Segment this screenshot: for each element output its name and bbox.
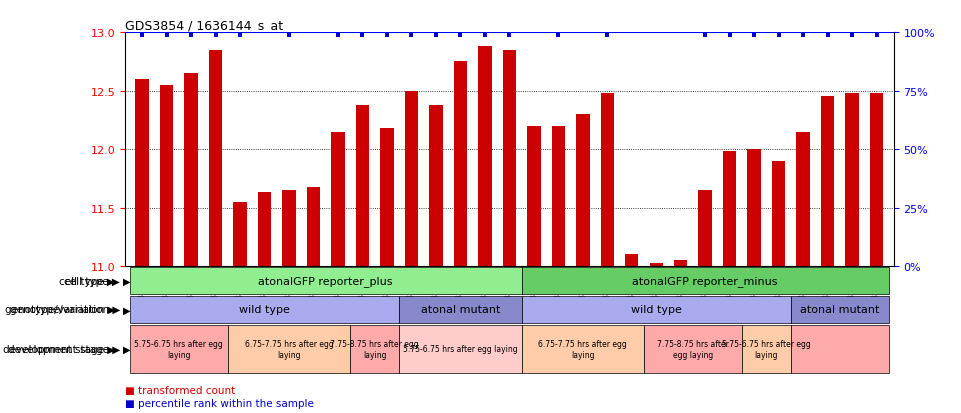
- Bar: [136, 80, 149, 266]
- Text: 5.75-6.75 hrs after egg laying: 5.75-6.75 hrs after egg laying: [403, 344, 518, 354]
- Bar: [258, 193, 271, 266]
- Text: ▶: ▶: [123, 305, 131, 315]
- Bar: [601, 94, 614, 266]
- Bar: [791, 296, 889, 324]
- Bar: [399, 296, 522, 324]
- Text: 7.75-8.75 hrs after egg
laying: 7.75-8.75 hrs after egg laying: [331, 339, 419, 358]
- Bar: [405, 91, 418, 266]
- Bar: [130, 267, 522, 295]
- Bar: [160, 85, 173, 266]
- Bar: [742, 325, 791, 373]
- Text: ■ transformed count: ■ transformed count: [125, 385, 235, 395]
- Bar: [185, 74, 198, 266]
- Bar: [748, 150, 761, 266]
- Bar: [723, 152, 736, 266]
- Bar: [130, 325, 228, 373]
- Text: wild type: wild type: [239, 305, 290, 315]
- Bar: [228, 325, 350, 373]
- Text: 5.75-6.75 hrs after egg
laying: 5.75-6.75 hrs after egg laying: [135, 339, 223, 358]
- Text: GDS3854 / 1636144_s_at: GDS3854 / 1636144_s_at: [125, 19, 283, 32]
- Text: 5.75-6.75 hrs after egg
laying: 5.75-6.75 hrs after egg laying: [722, 339, 811, 358]
- Text: wild type: wild type: [630, 305, 681, 315]
- Bar: [674, 261, 687, 266]
- Bar: [307, 187, 320, 266]
- Bar: [234, 202, 247, 266]
- Bar: [527, 126, 540, 266]
- Bar: [552, 126, 565, 266]
- Bar: [479, 47, 492, 266]
- Text: atonal mutant: atonal mutant: [421, 305, 500, 315]
- Bar: [356, 105, 369, 266]
- Text: genotype/variation ▶: genotype/variation ▶: [10, 305, 120, 315]
- Text: 6.75-7.75 hrs after egg
laying: 6.75-7.75 hrs after egg laying: [538, 339, 628, 358]
- Text: 7.75-8.75 hrs after
egg laying: 7.75-8.75 hrs after egg laying: [657, 339, 728, 358]
- Bar: [503, 50, 516, 266]
- Bar: [821, 97, 834, 266]
- Bar: [625, 255, 638, 266]
- Text: atonalGFP reporter_minus: atonalGFP reporter_minus: [632, 275, 778, 286]
- Text: cell type ▶: cell type ▶: [64, 276, 120, 286]
- Text: development stage ▶: development stage ▶: [8, 344, 120, 354]
- Bar: [522, 325, 644, 373]
- Bar: [283, 190, 296, 266]
- Bar: [522, 267, 889, 295]
- Text: 6.75-7.75 hrs after egg
laying: 6.75-7.75 hrs after egg laying: [245, 339, 333, 358]
- Bar: [130, 296, 399, 324]
- Text: ▶: ▶: [123, 344, 131, 354]
- Bar: [870, 94, 883, 266]
- Bar: [332, 132, 345, 266]
- Bar: [650, 263, 663, 266]
- Bar: [399, 325, 522, 373]
- Bar: [454, 62, 467, 266]
- Bar: [699, 190, 712, 266]
- Text: genotype/variation ▶: genotype/variation ▶: [5, 305, 115, 315]
- Bar: [772, 161, 785, 266]
- Bar: [381, 129, 394, 266]
- Text: cell type ▶: cell type ▶: [60, 276, 115, 286]
- Bar: [644, 325, 742, 373]
- Text: development stage ▶: development stage ▶: [3, 344, 115, 354]
- Bar: [430, 105, 443, 266]
- Bar: [522, 296, 791, 324]
- Bar: [846, 94, 859, 266]
- Text: ▶: ▶: [123, 276, 131, 286]
- Bar: [791, 325, 889, 373]
- Bar: [209, 50, 222, 266]
- Text: ■ percentile rank within the sample: ■ percentile rank within the sample: [125, 398, 314, 408]
- Bar: [576, 115, 589, 266]
- Bar: [350, 325, 399, 373]
- Bar: [797, 132, 810, 266]
- Text: atonalGFP reporter_plus: atonalGFP reporter_plus: [259, 275, 393, 286]
- Text: atonal mutant: atonal mutant: [801, 305, 879, 315]
